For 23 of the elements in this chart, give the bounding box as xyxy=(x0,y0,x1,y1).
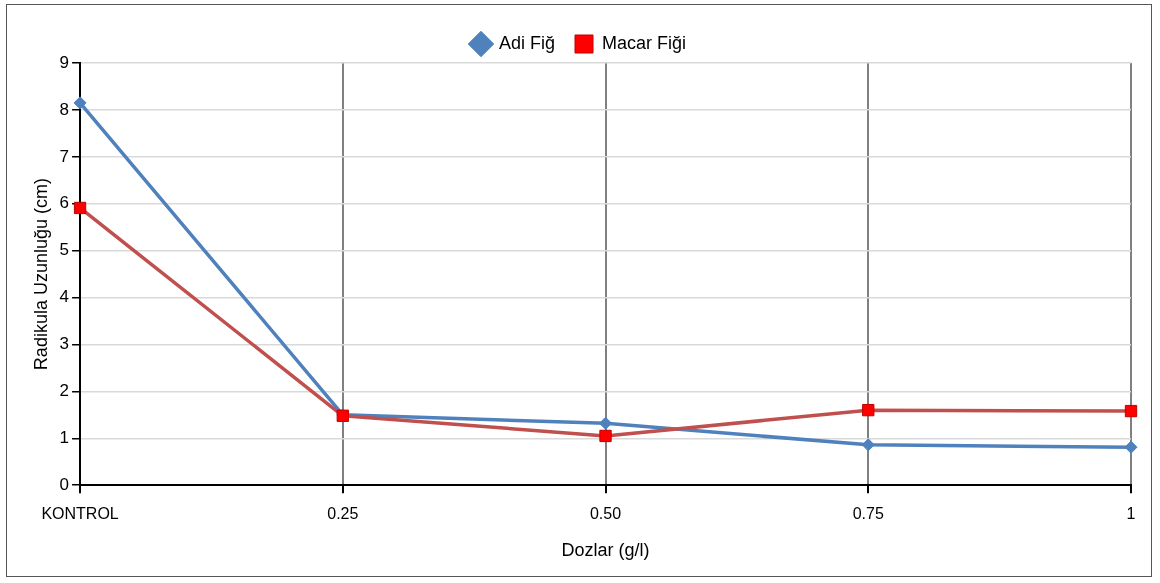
y-tick-label: 2 xyxy=(59,381,70,401)
x-axis-title: Dozlar (g/l) xyxy=(561,540,650,561)
x-tick-label: 0.75 xyxy=(852,505,884,523)
x-tick-label: KONTROL xyxy=(41,505,119,523)
y-tick-label: 0 xyxy=(59,474,70,494)
y-tick-label: 5 xyxy=(59,240,70,260)
legend-label: Adi Fiğ xyxy=(498,32,556,53)
x-tick-label: 1 xyxy=(1126,505,1136,523)
point xyxy=(1124,440,1138,454)
point xyxy=(73,96,87,110)
x-tick-label: 0.50 xyxy=(589,505,622,523)
legend-label: Macar Fiği xyxy=(602,32,687,53)
y-tick-label: 1 xyxy=(59,427,70,447)
point xyxy=(861,438,875,452)
y-tick-label: 4 xyxy=(59,287,70,307)
y-tick-label: 6 xyxy=(59,193,70,213)
y-tick-label: 3 xyxy=(59,334,70,354)
y-axis-title: Radikula Uzunluğu (cm) xyxy=(30,178,51,371)
x-tick-label: 0.25 xyxy=(327,505,359,523)
y-tick-label: 9 xyxy=(59,52,70,72)
point xyxy=(599,416,613,430)
y-tick-label: 8 xyxy=(59,99,70,119)
y-tick-label: 7 xyxy=(59,146,70,166)
